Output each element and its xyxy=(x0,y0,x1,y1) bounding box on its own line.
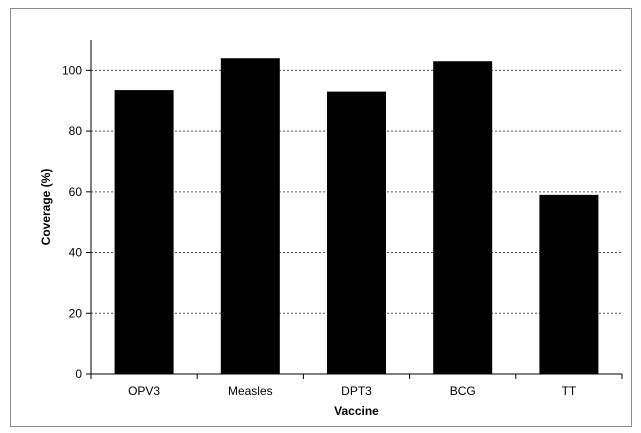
y-tick-label-0: 0 xyxy=(75,367,82,381)
bar-dpt3 xyxy=(327,91,386,375)
chart-frame xyxy=(10,8,632,427)
y-tick-label-60: 60 xyxy=(69,185,83,199)
bar-opv3 xyxy=(114,90,174,374)
x-axis-title: Vaccine xyxy=(334,404,379,418)
bar-tt xyxy=(539,194,599,374)
x-tick-label-opv3: OPV3 xyxy=(128,384,160,398)
x-tick-label-measles: Measles xyxy=(228,384,273,398)
x-tick-labels: OPV3 Measles DPT3 BCG TT xyxy=(128,384,577,398)
bars xyxy=(114,58,599,375)
y-axis-title: Coverage (%) xyxy=(39,169,53,246)
y-tick-labels: 0 20 40 60 80 100 xyxy=(62,63,82,381)
x-tick-label-tt: TT xyxy=(562,384,577,398)
y-tick-label-80: 80 xyxy=(69,124,83,138)
axes xyxy=(86,40,623,379)
x-tick-label-bcg: BCG xyxy=(450,384,476,398)
bar-measles xyxy=(220,58,280,375)
x-tick-label-dpt3: DPT3 xyxy=(341,384,372,398)
bar-bcg xyxy=(433,61,493,374)
y-tick-label-40: 40 xyxy=(69,246,83,260)
y-tick-label-100: 100 xyxy=(62,63,82,77)
y-tick-label-20: 20 xyxy=(69,306,83,320)
